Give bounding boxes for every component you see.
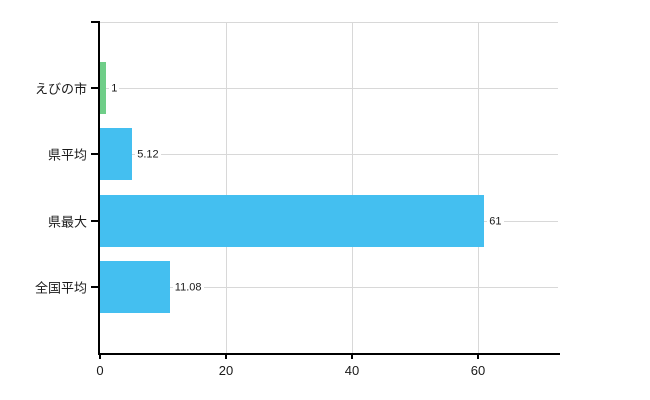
bar-県平均 [100,128,133,181]
category-gridline [100,286,558,288]
category-gridline [100,154,558,156]
bar-value-label: 11.08 [172,281,204,294]
y-axis-tick [91,285,100,288]
y-axis-tick [91,87,100,90]
bar-県最大 [100,194,485,247]
category-label-県最大: 県最大 [47,214,87,230]
x-gridline [477,22,479,353]
bar-value-label: 1 [109,82,120,95]
bar-value-label: 5.12 [135,148,161,161]
x-axis-tick [224,353,227,359]
x-axis-tick [476,353,479,359]
x-gridline [225,22,227,353]
bar-value-label: 61 [487,215,504,228]
x-axis-tick-label: 40 [344,363,360,378]
y-axis-line [98,22,100,355]
x-axis-tick-label: 0 [96,363,104,378]
category-label-えびの市: えびの市 [34,81,87,97]
y-axis-tick [91,219,100,222]
category-label-県平均: 県平均 [47,147,87,163]
bar-えびの市 [100,62,107,115]
category-gridline [100,88,558,90]
plot-top-gridline [100,22,558,23]
x-axis-tick [350,353,353,359]
y-axis-tick [91,153,100,156]
x-gridline [351,22,353,353]
x-axis-tick-label: 20 [218,363,234,378]
x-axis-tick [99,353,101,359]
y-axis-top-tick [91,21,100,23]
x-axis-line [98,353,560,355]
category-label-全国平均: 全国平均 [34,280,87,296]
x-axis-tick-label: 60 [470,363,486,378]
bar-全国平均 [100,260,170,313]
